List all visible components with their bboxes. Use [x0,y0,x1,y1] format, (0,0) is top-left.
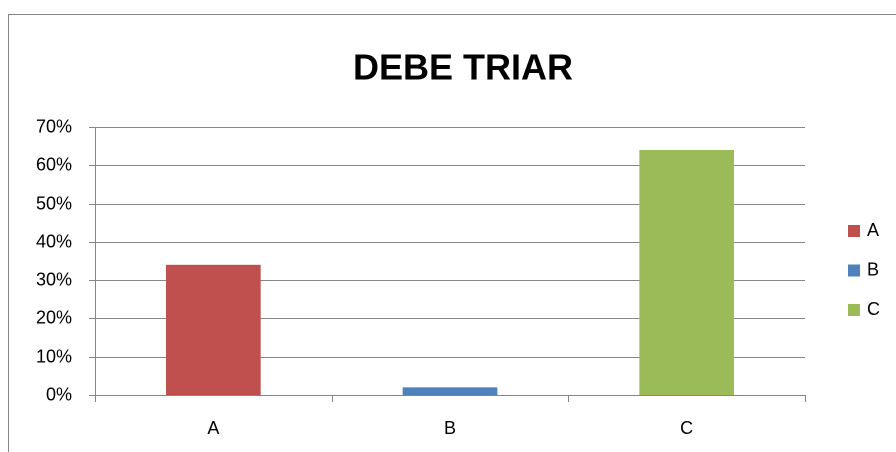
legend-swatch [848,225,860,237]
bar [639,149,734,395]
x-tick-label: A [207,418,219,438]
y-tick-label: 20% [36,307,72,327]
y-tick-label: 70% [36,116,72,136]
bar [402,387,498,395]
y-tick-label: 0% [46,384,72,404]
x-tick-label: B [444,418,456,438]
legend-swatch [848,304,860,316]
legend-swatch [848,264,860,277]
y-tick-label: 60% [36,154,72,174]
y-tick-label: 40% [36,231,72,251]
bar [166,264,261,395]
legend-label: B [867,259,879,279]
chart-title: DEBE TRIAR [353,47,573,88]
y-tick-label: 50% [36,193,72,213]
x-tick-label: C [680,418,693,438]
legend-label: C [867,299,880,319]
legend-label: A [867,220,879,240]
y-tick-label: 10% [36,346,72,366]
y-tick-label: 30% [36,269,72,289]
chart-frame [8,14,896,452]
